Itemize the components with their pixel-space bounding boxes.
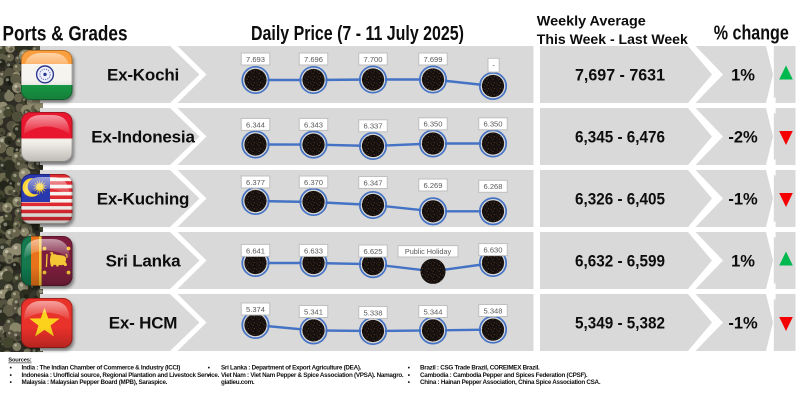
svg-text:6.350: 6.350 — [423, 120, 442, 129]
svg-text:-2%: -2% — [728, 129, 758, 147]
svg-text:5.338: 5.338 — [363, 308, 382, 317]
svg-text:Weekly Average: Weekly Average — [537, 13, 646, 29]
svg-text:1%: 1% — [731, 253, 755, 271]
svg-text:Viet Nam : Viet Nam Pepper & S: Viet Nam : Viet Nam Pepper & Spice Assoc… — [221, 372, 404, 379]
svg-text:5.348: 5.348 — [483, 306, 502, 315]
svg-text:6,345 - 6,476: 6,345 - 6,476 — [575, 129, 665, 147]
svg-text:7,697 - 7631: 7,697 - 7631 — [575, 67, 665, 85]
svg-text:7.696: 7.696 — [304, 55, 323, 64]
svg-text:1%: 1% — [731, 67, 755, 85]
svg-text:6.641: 6.641 — [246, 246, 265, 255]
svg-text:Ex-Indonesia: Ex-Indonesia — [91, 128, 195, 147]
svg-text:•: • — [10, 372, 12, 379]
svg-text:This Week - Last Week: This Week - Last Week — [537, 31, 688, 47]
svg-text:6.625: 6.625 — [363, 247, 382, 256]
svg-text:Ex- HCM: Ex- HCM — [109, 314, 178, 333]
svg-text:•: • — [10, 365, 12, 372]
svg-text:5.344: 5.344 — [423, 307, 442, 316]
svg-text:Ports & Grades: Ports & Grades — [3, 23, 128, 46]
svg-text:-1%: -1% — [728, 191, 758, 209]
svg-text:giatieu.com.: giatieu.com. — [221, 379, 255, 386]
svg-text:Ex-Kuching: Ex-Kuching — [97, 190, 189, 209]
svg-text:6.344: 6.344 — [246, 120, 265, 129]
svg-text:6.633: 6.633 — [304, 246, 323, 255]
svg-text:Indonesia : Unofficial source,: Indonesia : Unofficial source, Regional … — [22, 372, 220, 379]
svg-text:Malaysia : Malaysian Pepper Bo: Malaysia : Malaysian Pepper Board (MPB),… — [22, 379, 168, 386]
svg-text:-1%: -1% — [728, 315, 758, 333]
svg-text:•: • — [10, 379, 12, 386]
svg-text:Sri Lanka: Sri Lanka — [106, 252, 181, 271]
svg-text:6,632 - 6,599: 6,632 - 6,599 — [575, 253, 665, 271]
svg-text:6.343: 6.343 — [304, 120, 323, 129]
svg-text:Brazil : CSG Trade Brazil, COR: Brazil : CSG Trade Brazil, COREIMEX Braz… — [420, 365, 540, 372]
svg-text:6.337: 6.337 — [363, 122, 382, 131]
svg-text:% change: % change — [714, 22, 789, 44]
svg-text:6,326 - 6,405: 6,326 - 6,405 — [575, 191, 665, 209]
svg-text:5,349 - 5,382: 5,349 - 5,382 — [575, 315, 665, 333]
svg-text:-: - — [492, 61, 495, 70]
svg-text:7.693: 7.693 — [246, 55, 265, 64]
svg-text:5.374: 5.374 — [246, 305, 265, 314]
svg-text:Daily Price (7 - 11 July 2025): Daily Price (7 - 11 July 2025) — [251, 23, 464, 45]
svg-text:7.699: 7.699 — [423, 55, 442, 64]
svg-text:6.377: 6.377 — [246, 178, 265, 187]
svg-text:•: • — [408, 379, 410, 386]
svg-text:Sources:: Sources: — [8, 358, 31, 364]
svg-text:6.347: 6.347 — [363, 178, 382, 187]
svg-text:•: • — [408, 372, 410, 379]
svg-text:Cambodia : Cambodia Pepper and: Cambodia : Cambodia Pepper and Spices Fe… — [420, 372, 588, 379]
svg-text:Sri Lanka : Department of Expo: Sri Lanka : Department of Export Agricul… — [221, 365, 362, 372]
svg-text:•: • — [208, 365, 210, 372]
svg-text:7.700: 7.700 — [363, 55, 382, 64]
svg-text:•: • — [408, 365, 410, 372]
svg-text:6.269: 6.269 — [423, 181, 442, 190]
svg-text:India : The Indian Chamber of: India : The Indian Chamber of Commerce &… — [22, 365, 181, 372]
svg-text:Public Holiday: Public Holiday — [405, 247, 452, 256]
svg-text:6.350: 6.350 — [483, 120, 502, 129]
svg-text:China : Hainan Pepper Associat: China : Hainan Pepper Association, China… — [420, 379, 601, 386]
svg-text:6.370: 6.370 — [304, 178, 323, 187]
svg-text:5.341: 5.341 — [304, 307, 323, 316]
svg-text:6.268: 6.268 — [483, 182, 502, 191]
svg-text:6.630: 6.630 — [483, 246, 502, 255]
svg-text:Ex-Kochi: Ex-Kochi — [107, 66, 179, 85]
svg-text:•: • — [208, 372, 210, 379]
